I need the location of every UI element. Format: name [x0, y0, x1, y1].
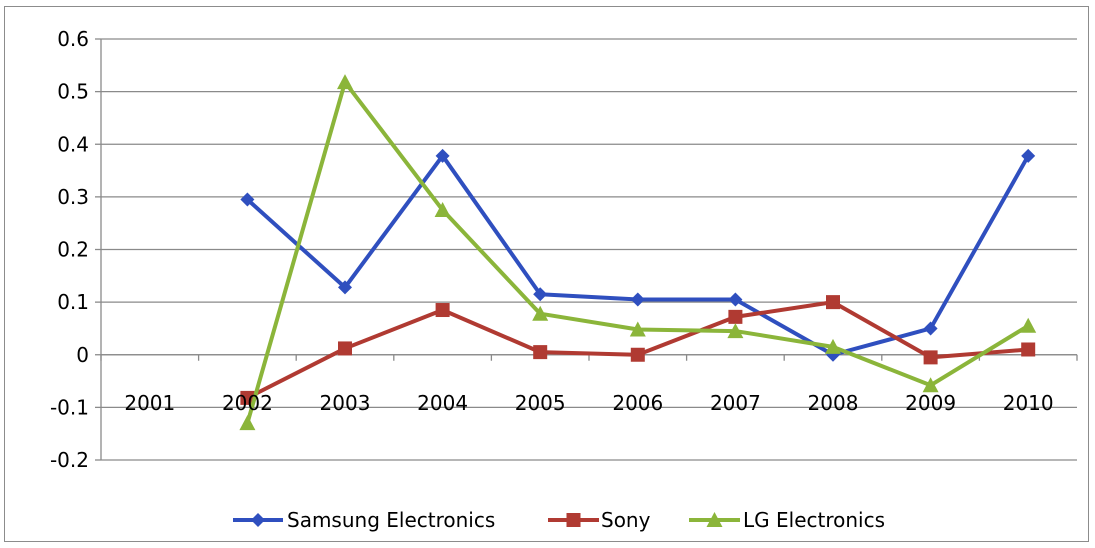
data-point [240, 390, 255, 405]
y-tick-label: 0.3 [57, 185, 89, 209]
data-point [923, 321, 938, 336]
x-tick-label: 2006 [612, 391, 663, 415]
x-tick-label: 2009 [905, 391, 956, 415]
series-lg-electronics [239, 74, 1037, 431]
data-point [727, 323, 744, 339]
data-point [338, 341, 352, 356]
legend-item: LG Electronics [689, 508, 885, 532]
series-line [245, 80, 1030, 424]
y-tick-label: -0.1 [50, 395, 89, 419]
data-point [532, 305, 549, 321]
legend: Samsung Electronics Sony LG Electronics [233, 508, 885, 532]
y-tick-labels: -0.2 -0.1 0 0.1 0.2 0.3 0.4 0.5 0.6 [50, 27, 89, 472]
data-point [630, 292, 645, 307]
data-point [239, 415, 256, 431]
x-tick-label: 2003 [320, 391, 371, 415]
data-point [337, 74, 353, 90]
data-point [629, 321, 646, 337]
data-point [1021, 342, 1036, 357]
data-point [435, 148, 450, 163]
x-tick-label: 2005 [515, 391, 566, 415]
data-point [1020, 317, 1037, 333]
series-sony [240, 295, 1036, 405]
legend-label: LG Electronics [743, 508, 885, 532]
legend-marker [251, 513, 265, 527]
legend-marker [566, 513, 581, 527]
y-tick-label: 0.6 [57, 27, 89, 51]
data-point [630, 347, 645, 362]
y-tick-label: 0 [76, 343, 89, 367]
legend-label: Sony [601, 508, 651, 532]
x-tick-label: 2002 [222, 391, 273, 415]
legend-item: Sony [548, 508, 651, 532]
chart-frame: 2001 2002 2003 2004 2005 2006 2007 2008 2009 2010… [4, 6, 1089, 542]
x-tick-labels: 2001 2002 2003 2004 2005 2006 2007 2008 2009 2010 [124, 391, 1053, 415]
x-tick-label: 2004 [417, 391, 468, 415]
x-tick-label: 2008 [808, 391, 859, 415]
data-point [533, 345, 548, 360]
data-point [338, 280, 352, 295]
data-point [435, 303, 450, 318]
y-tick-label: 0.4 [57, 132, 89, 156]
x-tick-label: 2001 [124, 391, 175, 415]
line-chart: 2001 2002 2003 2004 2005 2006 2007 2008 2009 2010… [50, 27, 1078, 532]
legend-marker [706, 512, 723, 527]
data-point [922, 377, 939, 393]
data-point [826, 295, 840, 310]
data-point [923, 350, 938, 365]
y-tick-label: 0.5 [57, 80, 89, 104]
data-point [728, 292, 743, 307]
y-tick-label: 0.1 [57, 290, 89, 314]
data-point [240, 192, 255, 207]
y-tick-label: -0.2 [50, 448, 89, 472]
series [239, 74, 1037, 431]
data-point [533, 287, 548, 302]
data-point [825, 338, 841, 354]
data-point [434, 202, 451, 218]
x-tick-label: 2010 [1003, 391, 1054, 415]
legend-label: Samsung Electronics [287, 508, 495, 532]
y-tick-label: 0.2 [57, 238, 89, 262]
legend-item: Samsung Electronics [233, 508, 495, 532]
x-tick-label: 2007 [710, 391, 761, 415]
data-point [728, 309, 743, 324]
